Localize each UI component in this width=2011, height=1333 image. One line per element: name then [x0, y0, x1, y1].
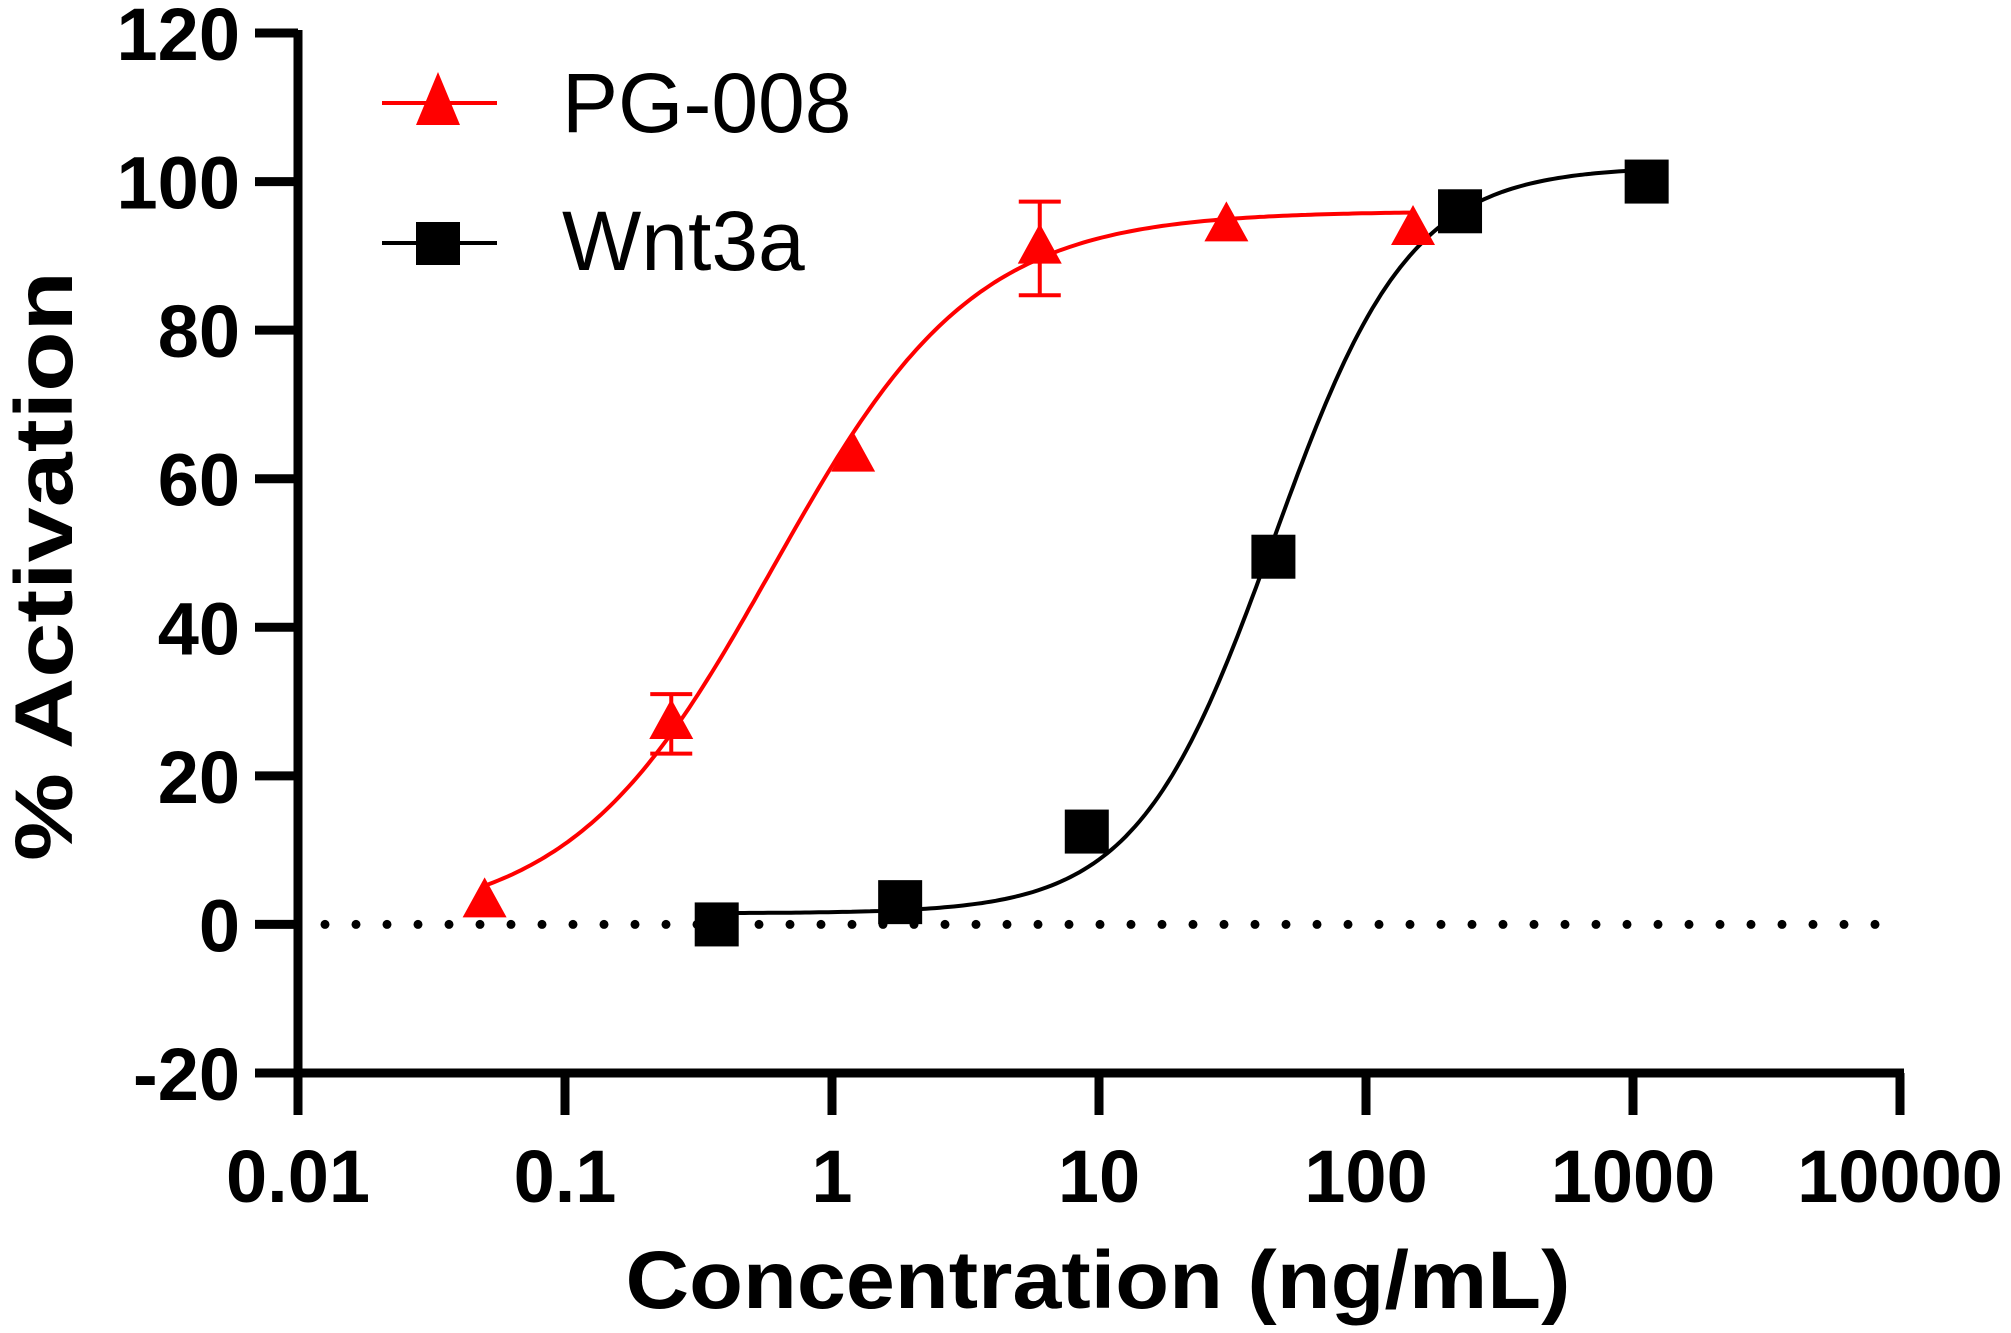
- legend-label-pg-008: PG-008: [562, 56, 852, 150]
- y-tick-label: 60: [158, 439, 240, 522]
- x-tick-label: 100: [1304, 1135, 1427, 1218]
- x-tick-label: 1: [811, 1135, 852, 1218]
- x-tick-label: 10000: [1797, 1135, 2003, 1218]
- y-tick-label: 100: [117, 142, 240, 225]
- error-bars: [650, 199, 1061, 756]
- y-tick-label: 20: [158, 736, 240, 819]
- fit-curve-pg-008: [483, 210, 1414, 888]
- data-point-wnt3a: [694, 902, 739, 947]
- y-tick-label: -20: [133, 1033, 240, 1116]
- legend: PG-008 Wnt3a: [382, 56, 852, 288]
- data-point-wnt3a: [1624, 159, 1669, 204]
- axes: -20 0 20 40 60 80 100 120 0.01 0.1 1 10 100 1000 10000: [117, 0, 2003, 1218]
- data-point-wnt3a: [1251, 534, 1296, 579]
- x-tick-label: 0.01: [226, 1135, 370, 1218]
- x-tick-label: 10: [1058, 1135, 1140, 1218]
- data-point-pg-008: [1204, 201, 1249, 242]
- data-points: [462, 159, 1669, 947]
- legend-triangle-icon: [416, 72, 460, 125]
- y-tick-label: 80: [158, 290, 240, 373]
- data-point-pg-008: [1017, 223, 1062, 264]
- fit-curve-wnt3a: [716, 167, 1647, 916]
- legend-label-wnt3a: Wnt3a: [562, 194, 805, 288]
- data-point-wnt3a: [878, 880, 923, 925]
- y-axis-title: % Activation: [0, 271, 90, 861]
- x-axis-title: Concentration (ng/mL): [626, 1235, 1571, 1326]
- data-point-pg-008: [831, 431, 876, 472]
- legend-item-wnt3a: Wnt3a: [382, 194, 805, 288]
- x-tick-label: 0.1: [514, 1135, 617, 1218]
- data-point-pg-008: [1391, 205, 1436, 246]
- y-tick-label: 120: [117, 0, 240, 76]
- legend-item-pg-008: PG-008: [382, 56, 852, 150]
- fit-curves: [483, 167, 1647, 916]
- legend-square-icon: [416, 222, 460, 265]
- x-tick-label: 1000: [1551, 1135, 1716, 1218]
- y-tick-label: 0: [199, 884, 240, 967]
- data-point-pg-008: [649, 699, 694, 740]
- data-point-wnt3a: [1438, 189, 1483, 234]
- data-point-pg-008: [462, 877, 507, 918]
- data-point-wnt3a: [1064, 809, 1109, 854]
- y-tick-label: 40: [158, 587, 240, 670]
